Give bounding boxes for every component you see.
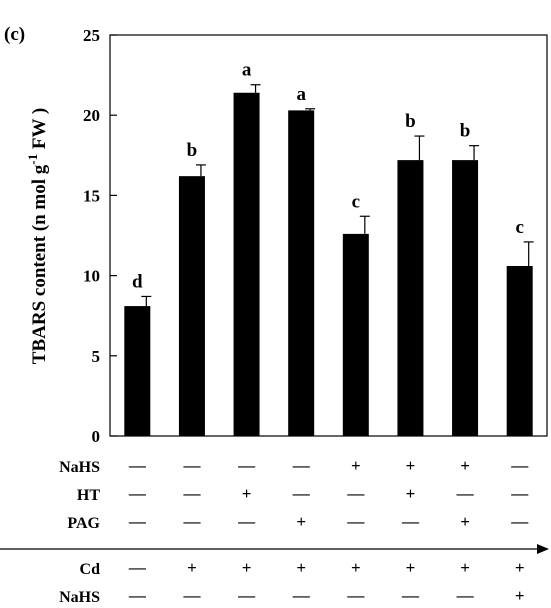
treatment-minus: —	[237, 456, 256, 475]
treatment-minus: —	[182, 484, 201, 503]
treatment-plus: +	[187, 558, 197, 577]
treatment-minus: —	[510, 512, 529, 531]
treatment-plus: +	[460, 512, 470, 531]
error-bars	[141, 84, 534, 307]
treatment-minus: —	[128, 512, 147, 531]
y-tick-label: 10	[83, 267, 100, 286]
bar	[342, 233, 369, 436]
treatment-table-bottom: Cd — + + + + + + + NaHS — — — — — — — +	[59, 558, 524, 606]
treatment-minus: —	[401, 512, 420, 531]
y-tick-label: 0	[92, 427, 101, 446]
treatment-minus: —	[346, 512, 365, 531]
treatment-plus: +	[296, 558, 306, 577]
treatment-plus: +	[515, 586, 525, 605]
treatment-label: NaHS	[59, 589, 100, 606]
significance-letter: a	[296, 84, 306, 105]
treatment-label: Cd	[80, 561, 101, 578]
y-axis-label-tail: FW )	[29, 108, 50, 154]
significance-letter: b	[460, 121, 471, 142]
significance-letter: a	[242, 60, 252, 81]
y-tick-label: 5	[92, 347, 101, 366]
significance-letter: d	[132, 271, 143, 292]
y-axis-ticks: 0 5 10 15 20 25	[83, 26, 117, 446]
treatment-plus: +	[460, 456, 470, 475]
significance-letter: c	[352, 191, 360, 212]
treatment-label: NaHS	[59, 459, 100, 476]
treatment-minus: —	[128, 586, 147, 605]
bar	[506, 265, 533, 436]
treatment-plus: +	[406, 558, 416, 577]
treatment-minus: —	[128, 484, 147, 503]
treatment-minus: —	[346, 586, 365, 605]
treatment-plus: +	[296, 512, 306, 531]
treatment-plus: +	[242, 558, 252, 577]
bar	[178, 176, 205, 437]
treatment-minus: —	[510, 484, 529, 503]
treatment-label: HT	[77, 487, 100, 504]
treatment-minus: —	[182, 586, 201, 605]
y-axis-label-superscript: -1	[25, 154, 40, 165]
treatment-minus: —	[182, 456, 201, 475]
bar-series	[124, 92, 533, 437]
treatment-minus: —	[292, 484, 311, 503]
treatment-plus: +	[351, 558, 361, 577]
bar	[288, 110, 315, 436]
bar	[452, 160, 479, 436]
treatment-table-top: NaHS — — — — + + + — HT — — + — — + — — PAG — — — + — — + —	[59, 456, 529, 532]
treatment-minus: —	[292, 456, 311, 475]
treatment-label: PAG	[67, 515, 100, 532]
treatment-plus: +	[515, 558, 525, 577]
treatment-minus: —	[237, 586, 256, 605]
significance-letter: c	[515, 217, 523, 238]
bar	[124, 306, 151, 436]
treatment-minus: —	[346, 484, 365, 503]
treatment-minus: —	[401, 586, 420, 605]
treatment-minus: —	[456, 484, 475, 503]
treatment-plus: +	[406, 484, 416, 503]
significance-letter: b	[405, 111, 416, 132]
treatment-minus: —	[237, 512, 256, 531]
treatment-plus: +	[406, 456, 416, 475]
treatment-minus: —	[182, 512, 201, 531]
treatment-minus: —	[510, 456, 529, 475]
panel-label: (c)	[4, 24, 25, 45]
significance-labels: d b a a c b b c	[132, 60, 524, 293]
bar	[397, 160, 424, 436]
significance-letter: b	[187, 140, 198, 161]
treatment-minus: —	[456, 586, 475, 605]
y-tick-label: 20	[83, 106, 100, 125]
treatment-arrow	[0, 544, 549, 554]
treatment-plus: +	[460, 558, 470, 577]
y-axis-label: TBARS content (n mol g-1 FW )	[25, 108, 50, 364]
plot-frame	[109, 34, 548, 437]
treatment-minus: —	[128, 456, 147, 475]
treatment-plus: +	[351, 456, 361, 475]
y-tick-label: 15	[83, 186, 100, 205]
y-tick-label: 25	[83, 26, 100, 45]
treatment-plus: +	[242, 484, 252, 503]
y-axis-label-main: TBARS content (n mol g	[29, 164, 50, 364]
bar	[233, 92, 260, 436]
treatment-minus: —	[292, 586, 311, 605]
treatment-minus: —	[128, 558, 147, 577]
